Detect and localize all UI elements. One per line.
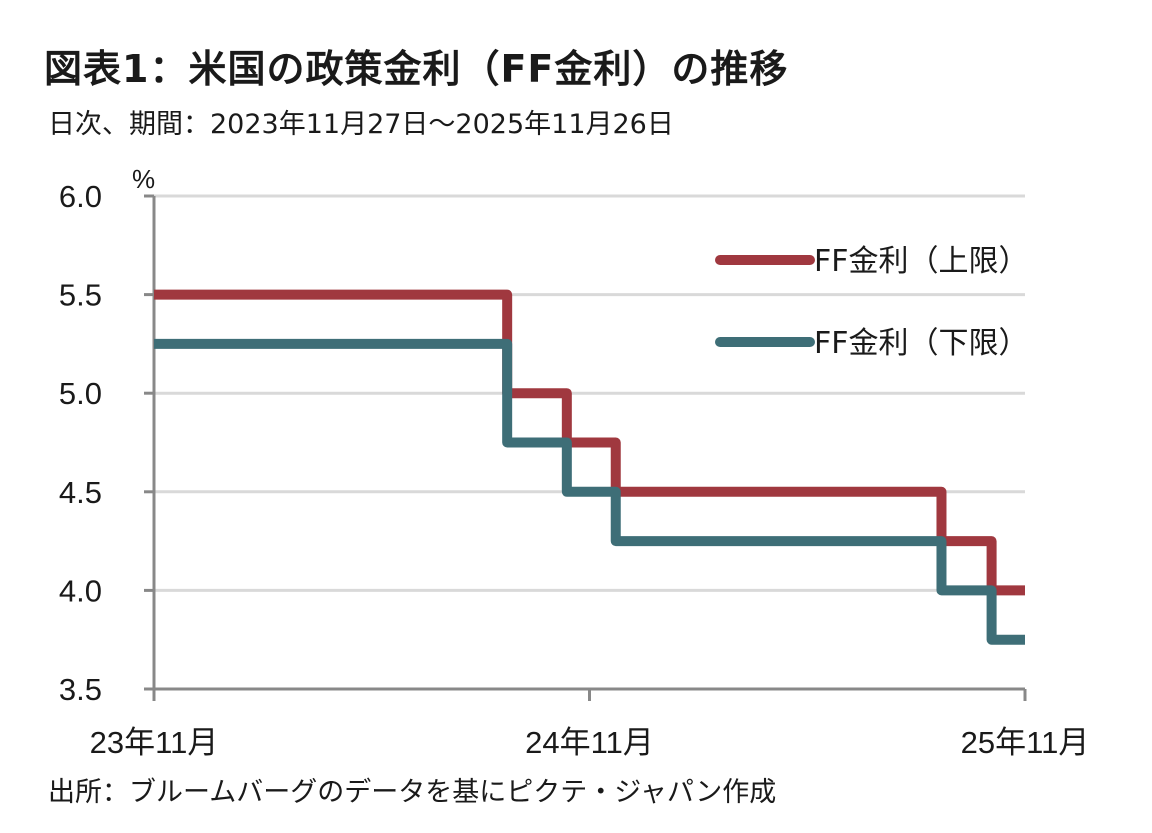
chart-title: 図表1：米国の政策金利（FF金利）の推移 [44,47,789,91]
chart-subtitle: 日次、期間：2023年11月27日～2025年11月26日 [48,109,674,140]
x-tick-label: 25年11月 [961,725,1090,760]
y-tick-label: 5.0 [59,376,102,411]
source-note: 出所：ブルームバーグのデータを基にピクテ・ジャパン作成 [48,777,777,808]
legend-label: FF金利（下限） [814,326,1029,361]
y-tick-label: 3.5 [59,672,102,707]
y-axis-unit-label: % [132,164,155,194]
legend: FF金利（上限） FF金利（下限） [715,244,1029,361]
y-tick-label: 4.5 [59,475,102,510]
x-tick-label: 23年11月 [90,725,219,760]
series-line-lower [154,338,1025,645]
x-tick-label: 24年11月 [525,725,654,760]
y-tick-label: 4.0 [59,573,102,608]
y-tick-label: 5.5 [59,278,102,313]
axes: 3.5 4.0 4.5 5.0 5.5 6.0 23年11月 24年11月 25年11月 [59,179,1089,760]
series-lines [154,289,1025,645]
legend-label: FF金利（上限） [814,244,1029,279]
y-tick-label: 6.0 [59,179,102,214]
